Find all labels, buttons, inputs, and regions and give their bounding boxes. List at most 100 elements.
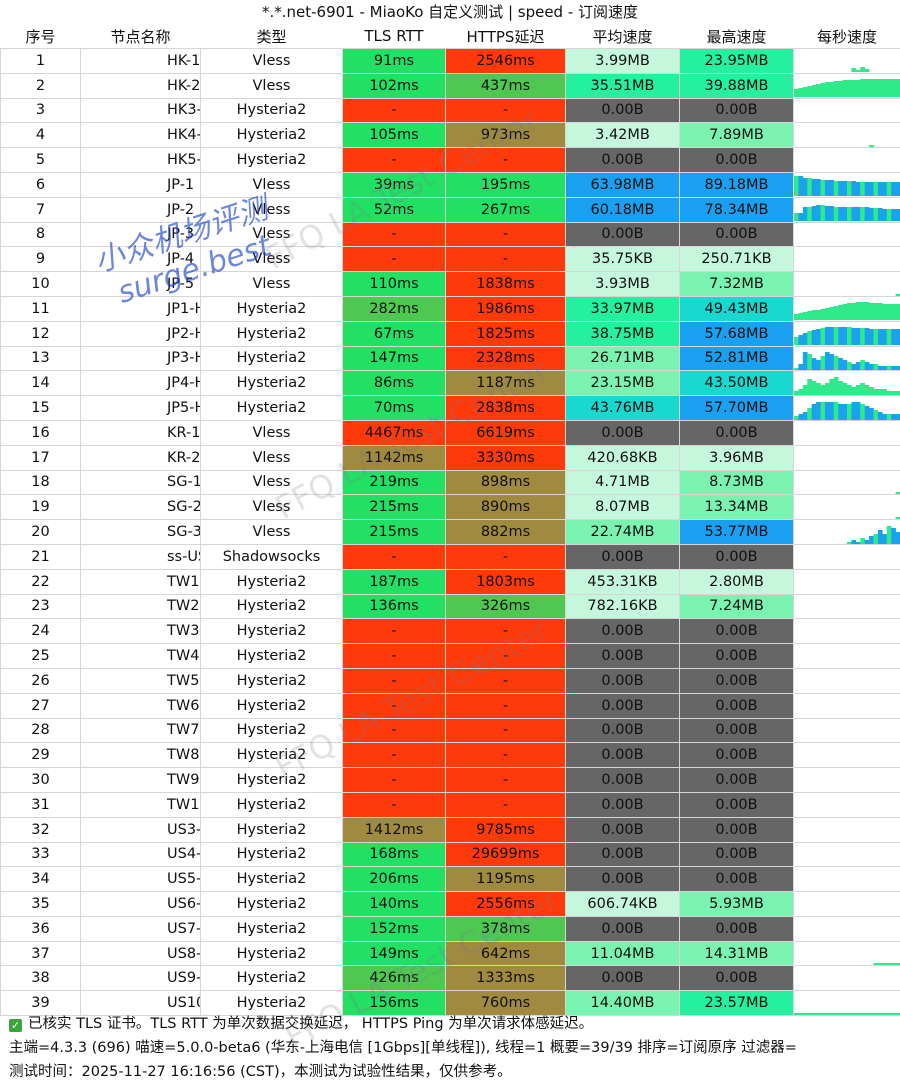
footer-line-tls: ✓ 已核实 TLS 证书。TLS RTT 为单次数据交换延迟， HTTPS Pin…: [0, 1012, 900, 1036]
sparkline-bar: [851, 1012, 857, 1015]
cell-max-speed: 0.00B: [679, 767, 794, 793]
sparkline-bar: [873, 79, 879, 98]
sparkline-bar: [794, 367, 799, 370]
cell-avg-speed: 14.40MB: [565, 990, 680, 1017]
cell-index: 14: [0, 370, 81, 397]
cell-https-latency: 2838ms: [445, 395, 566, 421]
sparkline-bar: [855, 361, 861, 370]
cell-tls-rtt: 206ms: [342, 866, 446, 893]
cell-https-latency: 1825ms: [445, 320, 566, 347]
cell-index: 29: [0, 742, 81, 769]
sparkline-bar: [891, 79, 896, 98]
cell-node-name: TW9-HY2: [80, 767, 201, 793]
cell-max-speed: 89.18MB: [679, 171, 794, 198]
sparkline-bar: [820, 205, 826, 222]
sparkline-bar: [798, 313, 804, 321]
sparkline-bar: [895, 531, 900, 544]
cell-tls-rtt: -: [342, 717, 446, 744]
sparkline-bar: [855, 541, 861, 544]
col-header-avg-speed: 平均速度: [592, 27, 653, 46]
cell-https-latency: 2546ms: [445, 48, 566, 74]
cell-node-type: Hysteria2: [200, 915, 343, 942]
cell-https-latency: -: [445, 742, 566, 769]
cell-avg-speed: 0.00B: [565, 692, 680, 719]
cell-index: 10: [0, 271, 81, 297]
sparkline-bar: [860, 1012, 865, 1015]
sparkline-bar: [860, 302, 865, 321]
cell-node-name: KR-1: [80, 419, 201, 446]
cell-max-speed: 53.77MB: [679, 519, 794, 545]
cell-node-name: JP1-HY2: [80, 295, 201, 322]
sparkline-bar: [877, 365, 883, 370]
sparkline-bar: [842, 382, 848, 395]
cell-max-speed: 52.81MB: [679, 345, 794, 372]
sparkline-bar: [807, 207, 812, 222]
cell-node-name: TW3-HY2: [80, 618, 201, 645]
sparkline-bar: [873, 208, 879, 222]
cell-https-latency: 9785ms: [445, 816, 566, 843]
cell-avg-speed: 0.00B: [565, 717, 680, 744]
cell-per-second-speed: [793, 791, 900, 818]
cell-https-latency: 326ms: [445, 593, 566, 620]
sparkline-bar: [882, 388, 888, 395]
cell-tls-rtt: -: [342, 742, 446, 769]
cell-index: 23: [0, 593, 81, 620]
sparkline-bar: [851, 539, 857, 544]
cell-node-type: Vless: [200, 494, 343, 521]
cell-max-speed: 0.00B: [679, 543, 794, 570]
cell-https-latency: -: [445, 643, 566, 669]
sparkline-bar: [877, 329, 883, 346]
cell-max-speed: 0.00B: [679, 791, 794, 818]
cell-node-name: US7-HY2: [80, 915, 201, 942]
sparkline-bar: [838, 81, 843, 98]
sparkline-bar: [860, 79, 865, 98]
sparkline-bar: [816, 329, 821, 346]
sparkline-bar: [820, 401, 826, 420]
sparkline-bar: [891, 182, 896, 197]
page-title: *.*.net-6901 - MiaoKo 自定义测试 | speed - 订阅…: [261, 3, 639, 21]
sparkline-bar: [895, 390, 900, 395]
cell-https-latency: 29699ms: [445, 841, 566, 868]
cell-node-type: Hysteria2: [200, 618, 343, 645]
sparkline-bar: [873, 388, 879, 395]
cell-per-second-speed: [793, 568, 900, 595]
sparkline-bar: [802, 207, 808, 222]
cell-tls-rtt: 52ms: [342, 196, 446, 223]
table-row: 17 KR-2 Vless 1142ms 3330ms 420.68KB 3.96MB: [0, 444, 900, 471]
cell-max-speed: 39.88MB: [679, 72, 794, 99]
sparkline-bar: [833, 1012, 839, 1015]
cell-per-second-speed: [793, 246, 900, 273]
cell-avg-speed: 3.99MB: [565, 48, 680, 74]
cell-avg-speed: 22.74MB: [565, 519, 680, 545]
cell-node-type: Hysteria2: [200, 816, 343, 843]
cell-tls-rtt: 147ms: [342, 345, 446, 372]
cell-max-speed: 43.50MB: [679, 370, 794, 397]
table-row: 37US8-HY2Hysteria2149ms642ms11.04MB14.31…: [0, 940, 900, 967]
sparkline-bar: [794, 337, 799, 346]
cell-per-second-speed: [793, 295, 900, 322]
cell-node-type: Vless: [200, 246, 343, 273]
cell-avg-speed: 0.00B: [565, 643, 680, 669]
cell-https-latency: -: [445, 97, 566, 124]
sparkline-bar: [816, 1012, 821, 1015]
sparkline-bar: [877, 1012, 883, 1015]
speed-sparkline: [847, 525, 900, 544]
table-body: 1 HK-1 Vless 91ms 2546ms 3.99MB 23.95MB 2 HK-2 Vl…: [0, 48, 900, 1017]
cell-per-second-speed: [793, 122, 900, 149]
sparkline-bar: [811, 357, 817, 370]
sparkline-bar: [851, 401, 857, 420]
cell-https-latency: -: [445, 246, 566, 273]
cell-node-type: Vless: [200, 48, 343, 74]
sparkline-bar: [838, 1012, 843, 1015]
sparkline-bar: [847, 207, 852, 222]
cell-avg-speed: 0.00B: [565, 816, 680, 843]
cell-https-latency: 642ms: [445, 940, 566, 967]
cell-per-second-speed: [793, 444, 900, 471]
cell-per-second-speed: [793, 990, 900, 1017]
cell-index: 30: [0, 767, 81, 793]
sparkline-bar: [886, 209, 892, 222]
cell-index: 21: [0, 543, 81, 570]
cell-tls-rtt: -: [342, 618, 446, 645]
